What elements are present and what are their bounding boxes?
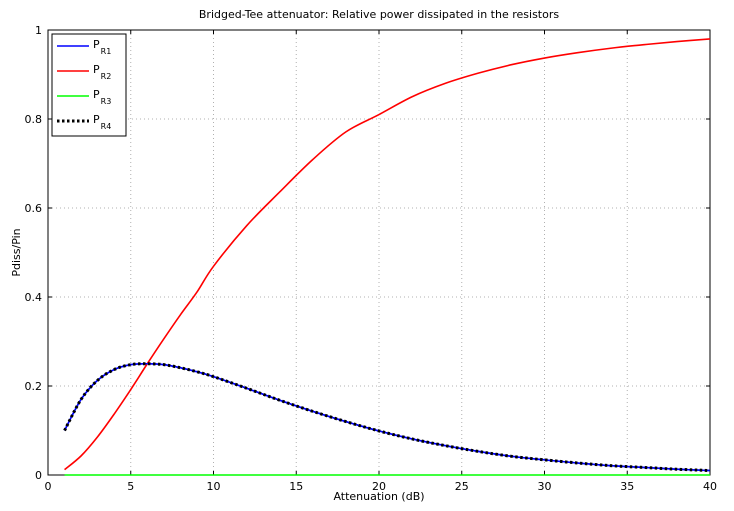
x-tick-label: 35 <box>620 480 634 493</box>
y-tick-label: 0.4 <box>25 291 43 304</box>
legend-r4-label: PR4 <box>93 113 111 131</box>
x-tick-label: 30 <box>538 480 552 493</box>
y-tick-label: 0.6 <box>25 202 43 215</box>
series-r4-line <box>63 362 711 473</box>
plot-frame <box>47 29 711 476</box>
series-r2-line <box>64 38 711 471</box>
legend-r3-label: PR3 <box>93 88 111 106</box>
y-tick-label: 0.8 <box>25 113 43 126</box>
series <box>63 38 711 476</box>
x-tick-label: 25 <box>455 480 469 493</box>
x-tick-label: 10 <box>207 480 221 493</box>
x-tick-label: 20 <box>372 480 386 493</box>
legend-r2-label: PR2 <box>93 63 111 81</box>
x-axis-label: Attenuation (dB) <box>333 490 424 503</box>
legend-box <box>51 33 127 137</box>
series-r4-line-under <box>63 362 711 472</box>
x-tick-label: 40 <box>703 480 717 493</box>
chart-title: Bridged-Tee attenuator: Relative power d… <box>199 8 559 21</box>
y-tick-label: 0 <box>35 469 42 482</box>
legend-r1-label: PR1 <box>93 38 111 56</box>
ticks: 0 5 10 15 20 25 30 35 40 0 0.2 0.4 0.6 0.8 1 <box>25 24 718 493</box>
y-tick-label: 0.2 <box>25 380 43 393</box>
y-axis-label: Pdiss/Pin <box>10 228 23 276</box>
x-tick-label: 15 <box>289 480 303 493</box>
legend: PR1 PR2 PR3 PR4 <box>51 33 127 137</box>
x-tick-label: 0 <box>45 480 52 493</box>
y-tick-label: 1 <box>35 24 42 37</box>
grid <box>48 30 710 475</box>
x-tick-label: 5 <box>127 480 134 493</box>
series-r1-line <box>63 362 711 472</box>
